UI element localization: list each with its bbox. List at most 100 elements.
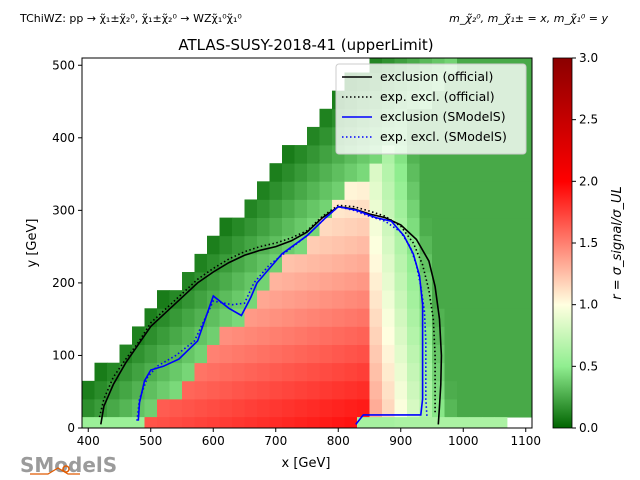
heatmap-cell [507, 326, 520, 345]
heatmap-cell [282, 272, 295, 291]
heatmap-cell [344, 380, 358, 400]
heatmap-cell [194, 253, 208, 273]
heatmap-cell [369, 417, 383, 428]
heatmap-cell [457, 362, 470, 382]
heatmap-cell [394, 398, 408, 418]
heatmap-cell [432, 163, 445, 182]
heatmap-cell [369, 362, 383, 382]
heatmap-cell [244, 272, 258, 291]
heatmap-cell [194, 417, 208, 428]
heatmap-cell [419, 253, 433, 273]
heatmap-cell [507, 199, 520, 219]
heatmap-cell [319, 417, 333, 428]
heatmap-cell [432, 235, 445, 255]
heatmap-cell [269, 308, 283, 327]
heatmap-cell [394, 272, 408, 291]
heatmap-cell [232, 362, 245, 382]
heatmap-cell [357, 380, 370, 400]
heatmap-cell [332, 380, 345, 400]
heatmap-cell [457, 417, 470, 428]
heatmap-cell [169, 398, 183, 418]
heatmap-cell [219, 417, 233, 428]
heatmap-cell [244, 362, 258, 382]
heatmap-cell [319, 217, 333, 237]
heatmap-cell [294, 163, 308, 182]
heatmap-cell [407, 181, 420, 200]
heatmap-cell [332, 344, 345, 364]
heatmap-cell [169, 380, 183, 400]
heatmap-cell [282, 181, 295, 200]
chart-title: ATLAS-SUSY-2018-41 (upperLimit) [178, 36, 433, 54]
curve-exp-excl-smodels [136, 205, 428, 421]
x-tick-label: 500 [139, 434, 162, 448]
heatmap-cell [194, 380, 208, 400]
heatmap-cell [382, 308, 395, 327]
heatmap-cell [144, 308, 158, 327]
heatmap-cell [294, 217, 308, 237]
heatmap-cell [207, 272, 220, 291]
heatmap-cell [132, 417, 145, 428]
heatmap-cell [382, 290, 395, 309]
heatmap-cell [244, 308, 258, 327]
heatmap-cell [357, 362, 370, 382]
heatmap-cell [469, 235, 483, 255]
heatmap-cell [457, 253, 470, 273]
heatmap-cell [257, 362, 270, 382]
heatmap-cell [269, 344, 283, 364]
heatmap-cell [319, 344, 333, 364]
heatmap-cell [307, 362, 320, 382]
heatmap-cell [357, 181, 370, 200]
heatmap-cell [407, 417, 420, 428]
heatmap-cell [232, 398, 245, 418]
heatmap-cell [219, 272, 233, 291]
heatmap-cell [382, 380, 395, 400]
mass-assignment: m_χ̃₂⁰, m_χ̃₁± = x, m_χ̃₁⁰ = y [449, 12, 608, 25]
heatmap-cell [494, 417, 508, 428]
heatmap-cell [157, 326, 170, 345]
heatmap-cell [319, 253, 333, 273]
heatmap-cell [332, 272, 345, 291]
heatmap-cell [244, 199, 258, 219]
heatmap-cell [307, 272, 320, 291]
heatmap-cell [357, 163, 370, 182]
heatmap-cell [382, 417, 395, 428]
heatmap-cell [432, 290, 445, 309]
heatmap-cell [432, 253, 445, 273]
heatmap-cell [319, 380, 333, 400]
heatmap-cell [519, 217, 532, 237]
heatmap-cell [332, 290, 345, 309]
heatmap-cell [182, 272, 195, 291]
colorbar-tick-label: 0.5 [579, 359, 598, 373]
heatmap-cell [269, 417, 283, 428]
heatmap-cell [444, 181, 458, 200]
heatmap-cell [219, 326, 233, 345]
heatmap-cell [332, 163, 345, 182]
heatmap-cell [182, 380, 195, 400]
heatmap-cell [307, 199, 320, 219]
heatmap-cell [182, 344, 195, 364]
heatmap-cell [394, 344, 408, 364]
heatmap-cell [482, 217, 495, 237]
heatmap-cell [357, 253, 370, 273]
heatmap-cell [119, 344, 133, 364]
x-tick-label: 600 [202, 434, 225, 448]
heatmap-cell [207, 398, 220, 418]
heatmap-cell [507, 217, 520, 237]
heatmap-cell [207, 380, 220, 400]
heatmap-cell [157, 417, 170, 428]
heatmap-cell [182, 398, 195, 418]
colorbar-ticks: 0.0 0.5 1.0 1.5 2.0 2.5 3.0 [572, 51, 598, 435]
heatmap-cell [394, 417, 408, 428]
heatmap-cell [332, 181, 345, 200]
heatmap-cell [232, 272, 245, 291]
heatmap-cell [232, 235, 245, 255]
heatmap-cell [157, 344, 170, 364]
heatmap-cell [282, 417, 295, 428]
heatmap-cell [382, 326, 395, 345]
heatmap-cell [194, 344, 208, 364]
heatmap-cell [519, 199, 532, 219]
heatmap-cell [494, 163, 508, 182]
heatmap-cell [444, 398, 458, 418]
x-tick-label: 900 [389, 434, 412, 448]
heatmap-cell [307, 417, 320, 428]
